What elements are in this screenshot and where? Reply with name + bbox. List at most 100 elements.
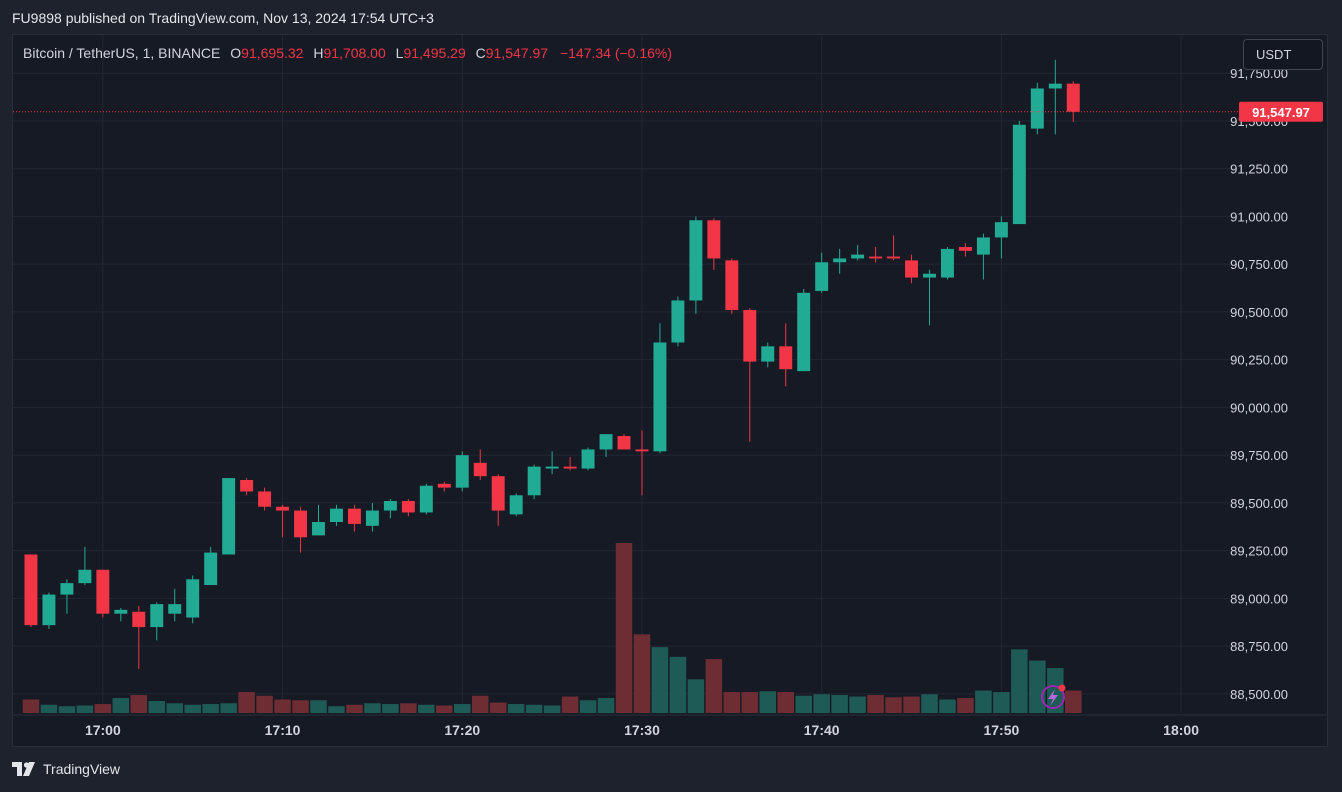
candle — [437, 481, 451, 492]
candle-body — [761, 346, 775, 362]
candle — [204, 546, 218, 586]
candle-body — [1048, 83, 1062, 89]
candle — [689, 216, 703, 314]
volume-bar — [274, 699, 291, 713]
volume-bar — [615, 543, 633, 713]
candle — [581, 447, 595, 471]
volume-bar — [1047, 668, 1064, 713]
volume-bar — [184, 704, 201, 713]
time-axis: 17:00 17:10 17:20 17:30 17:40 17:50 18:00 — [13, 714, 1327, 738]
candle — [60, 579, 74, 614]
candle — [797, 289, 811, 372]
ohlc-legend: Bitcoin / TetherUS, 1, BINANCE O91,695.3… — [23, 45, 672, 61]
volume-bar — [453, 704, 471, 713]
candle — [455, 451, 469, 492]
candle — [725, 258, 739, 314]
price-axis: 88,500.00 88,750.00 89,000.00 89,250.00 89,5… — [1230, 66, 1288, 702]
volume-bar — [543, 705, 561, 713]
footer-brand[interactable]: TradingView — [12, 761, 120, 777]
volume-bar — [705, 659, 723, 713]
volume-bar — [220, 703, 237, 713]
candle-body — [294, 510, 307, 538]
volume-bar — [400, 703, 417, 713]
volume-bar — [687, 679, 705, 713]
candle — [365, 502, 379, 532]
price-tick-label: 90,500.00 — [1230, 305, 1288, 320]
candle — [96, 569, 110, 618]
candle-body — [42, 594, 56, 626]
candle — [168, 588, 182, 622]
candle-body — [725, 260, 739, 311]
candle — [905, 254, 918, 284]
price-tick-label: 90,250.00 — [1230, 353, 1288, 368]
volume-bar — [112, 698, 130, 713]
volume-bar — [939, 699, 956, 713]
candle — [653, 323, 667, 454]
candle-body — [527, 466, 541, 496]
lightning-icon[interactable] — [1041, 684, 1066, 709]
volume-bar — [633, 634, 651, 713]
volume-bar — [382, 704, 399, 713]
low-label: L — [395, 45, 404, 61]
volume-bar — [867, 695, 884, 713]
candle — [599, 434, 613, 458]
volume-bar — [993, 692, 1010, 713]
candle-body — [437, 483, 451, 488]
volume-bar — [310, 700, 327, 713]
candle-body — [671, 300, 685, 343]
candle — [545, 451, 559, 475]
symbol-title[interactable]: Bitcoin / TetherUS, 1, BINANCE — [23, 45, 221, 61]
price-tick-label: 90,000.00 — [1230, 400, 1288, 415]
candle-body — [869, 256, 883, 259]
candle-body — [779, 346, 793, 370]
open-label: O — [230, 45, 242, 61]
volume-bar — [130, 695, 148, 713]
candle-body — [186, 579, 200, 618]
volume-bar — [238, 692, 255, 713]
candle-body — [204, 552, 218, 586]
candle — [150, 602, 164, 641]
volume-bar — [885, 697, 902, 713]
volume-bar — [561, 696, 579, 713]
tradingview-logo-icon — [12, 762, 35, 776]
volume-bar — [436, 705, 453, 713]
volume-bar — [831, 695, 848, 713]
candle — [114, 607, 128, 622]
volume-bar — [292, 700, 309, 713]
candle-body — [24, 554, 38, 626]
volume-bar — [741, 692, 759, 713]
candles — [24, 59, 1080, 670]
time-tick-label: 17:30 — [624, 722, 660, 738]
candle — [887, 235, 901, 261]
close-label: C — [475, 45, 486, 61]
candle-body — [150, 604, 164, 628]
last-price-label: 91,547.97 — [1252, 105, 1310, 120]
volume-bar — [849, 696, 866, 713]
candle-body — [851, 254, 865, 259]
candle — [509, 493, 523, 517]
volume-bar — [166, 703, 184, 713]
volume-bar — [202, 704, 219, 713]
change-value: −147.34 (−0.16%) — [559, 45, 673, 61]
candle-body — [599, 434, 613, 450]
candle-body — [1066, 83, 1080, 112]
candle — [779, 323, 793, 387]
candle — [563, 457, 577, 471]
candle — [1048, 59, 1062, 135]
candle-body — [1030, 88, 1044, 129]
volume-bar — [957, 698, 974, 713]
candle — [186, 575, 200, 624]
chart-panel[interactable] — [12, 34, 1328, 747]
candle — [941, 246, 954, 280]
candle-body — [96, 569, 110, 614]
time-tick-label: 17:40 — [804, 722, 840, 738]
candle-body — [222, 478, 236, 555]
volume-bar — [813, 694, 830, 713]
currency-button[interactable]: USDT — [1243, 39, 1323, 70]
volume-bar — [1011, 649, 1028, 713]
candle-body — [635, 449, 649, 452]
candle-body — [473, 462, 487, 477]
candle-body — [312, 522, 325, 536]
price-tick-label: 91,000.00 — [1230, 209, 1288, 224]
